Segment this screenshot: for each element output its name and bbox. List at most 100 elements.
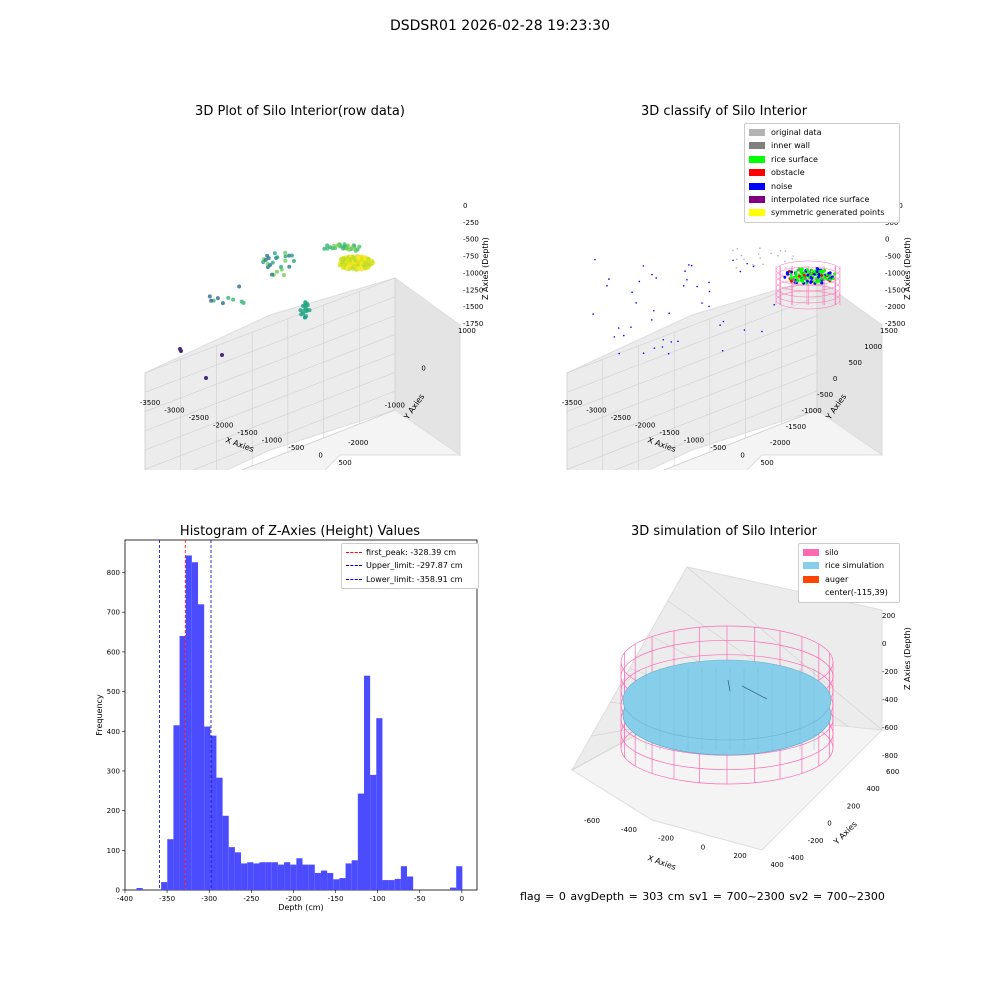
panel1-point <box>300 303 305 308</box>
panel2-point <box>803 277 807 281</box>
p2-ztick: -1000 <box>885 269 905 277</box>
p1-ytick: 1000 <box>458 327 476 335</box>
panel2-point <box>809 276 813 279</box>
legend-label: first_peak: -328.39 cm <box>366 548 457 557</box>
histogram-bar <box>450 887 457 890</box>
panel2-point <box>810 268 814 272</box>
panel4-ztick: -400 <box>882 696 898 704</box>
panel4-legend-item: auger <box>803 573 899 586</box>
panel2-point <box>820 277 824 281</box>
panel2-noise-point <box>739 270 742 273</box>
legend-dash-swatch <box>346 578 362 580</box>
panel2-original-point <box>784 250 787 252</box>
panel4-ztick: -600 <box>882 724 898 732</box>
legend-label: Lower_limit: -358.91 cm <box>366 574 463 584</box>
panel2-legend-item: interpolated rice surface <box>749 193 899 206</box>
panel1-point <box>268 263 273 268</box>
p2-gridline <box>614 390 818 470</box>
legend-dash-swatch <box>346 552 362 553</box>
p2-ytick: -2000 <box>770 439 790 447</box>
legend-swatch <box>803 589 819 596</box>
p2-xtick: -3500 <box>562 399 582 407</box>
panel2-noise-point <box>622 334 625 337</box>
panel2-point <box>816 267 820 271</box>
histogram-bar <box>320 870 328 890</box>
panel2-point <box>820 270 823 273</box>
panel2-noise-point <box>719 324 721 326</box>
p2-xtick: -3000 <box>586 407 606 415</box>
panel2-point <box>801 280 805 283</box>
panel1-point <box>352 264 357 269</box>
legend-swatch <box>749 169 765 177</box>
panel2-point <box>806 279 809 283</box>
panel2-noise-point <box>661 346 664 348</box>
p2-ztick: 500 <box>885 219 898 227</box>
histogram-xtick-label: -350 <box>159 895 175 903</box>
histogram-bar <box>185 555 192 890</box>
panel2-noise-point <box>642 352 645 354</box>
panel2-original-point <box>785 267 787 269</box>
histogram-bar <box>351 860 358 890</box>
panel1-point <box>341 262 346 267</box>
panel1-point <box>215 296 220 301</box>
histogram-bar <box>198 604 205 890</box>
panel2-noise-point <box>652 309 655 312</box>
histogram-ytick-label: 300 <box>107 767 120 775</box>
panel2-point <box>818 270 821 273</box>
panel2-noise-point <box>631 291 633 293</box>
panel1-point <box>287 253 292 258</box>
legend-swatch <box>749 155 765 163</box>
p2-xtick: -2500 <box>611 414 631 422</box>
p1-xtick: -2500 <box>189 414 209 422</box>
panel2-noise-point <box>592 313 595 315</box>
panel3-legend: first_peak: -328.39 cm Upper_limit: -297.… <box>341 543 479 590</box>
histogram-bar <box>370 774 377 890</box>
panel2-noise-point <box>613 336 616 338</box>
histogram-bar <box>456 866 463 890</box>
p1-xtick: 500 <box>338 459 351 467</box>
panel2-point <box>796 268 800 272</box>
panel2-noise-point <box>708 305 710 308</box>
p1-ztick: -1250 <box>463 286 483 294</box>
histogram-bar <box>179 636 186 890</box>
p1-xtick: -2000 <box>213 422 233 430</box>
panel1-point <box>337 263 342 268</box>
panel1-point <box>275 269 280 274</box>
p2-gridline <box>566 372 818 470</box>
histogram-bar <box>302 864 309 890</box>
panel2-point <box>794 274 798 278</box>
panel1-point <box>355 247 360 252</box>
legend-swatch <box>749 129 765 136</box>
panel2-legend-item: rice surface <box>749 153 899 166</box>
panel2-noise-point <box>686 278 688 281</box>
histogram-bar <box>394 878 401 890</box>
panel2-point <box>783 275 787 279</box>
histogram-bar <box>216 777 223 890</box>
p1-gridline <box>192 390 396 470</box>
panel2-noise-point <box>662 338 665 341</box>
panel2-point <box>792 278 795 281</box>
panel2-original-point <box>759 257 762 259</box>
histogram-bar <box>277 864 285 890</box>
panel1-point <box>226 295 231 300</box>
panel2-noise-point <box>594 258 596 261</box>
panel4-xtick: 400 <box>770 861 783 869</box>
panel2-zlabel: Z Axies (Depth) <box>903 237 912 300</box>
p1-gridline <box>144 296 396 393</box>
panel1-point <box>237 284 242 289</box>
p2-ytick: -500 <box>817 391 833 399</box>
legend-swatch <box>749 209 765 217</box>
panel2-noise-point <box>667 352 670 355</box>
panel3-legend-item: Upper_limit: -297.87 cm <box>346 559 478 572</box>
p1-gridline <box>144 353 396 451</box>
panel4-3d-plot: -600 -400 -200 0 200 400 -400 -200 0 200 400 600 2… <box>570 566 912 872</box>
auger-marker <box>727 679 731 692</box>
panel2-point <box>813 272 816 276</box>
panel2-point <box>803 271 806 275</box>
panel2-title: 3D classify of Silo Interior <box>640 104 808 119</box>
panel2-point <box>828 274 831 278</box>
panel1-point <box>333 246 338 251</box>
p2-ztick: -500 <box>885 253 901 261</box>
p2-gridline <box>566 315 818 412</box>
panel1-point <box>350 245 355 250</box>
